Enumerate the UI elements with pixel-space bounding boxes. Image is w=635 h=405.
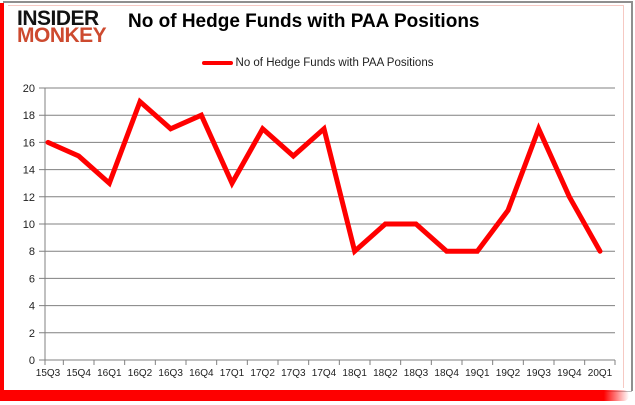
x-tick-label: 18Q2 <box>373 368 398 379</box>
page-title: No of Hedge Funds with PAA Positions <box>128 11 480 32</box>
series-line <box>45 97 603 256</box>
x-tick-label: 18Q1 <box>342 368 367 379</box>
y-tick-label: 4 <box>29 301 35 313</box>
y-tick-label: 8 <box>29 246 35 258</box>
logo-line1: INSIDER <box>17 7 99 30</box>
x-tick-label: 17Q2 <box>250 368 275 379</box>
x-tick-label: 18Q3 <box>404 368 429 379</box>
x-tick-label: 16Q3 <box>158 368 183 379</box>
x-tick-label: 16Q4 <box>189 368 214 379</box>
x-tick-label: 20Q1 <box>588 368 613 379</box>
y-tick-label: 20 <box>23 83 35 95</box>
y-tick-label: 14 <box>23 165 35 177</box>
y-tick-label: 12 <box>23 192 35 204</box>
y-tick-label: 6 <box>29 273 35 285</box>
x-tick-label: 19Q4 <box>557 368 582 379</box>
frame-innerline-right <box>623 6 624 388</box>
accent-bar-bottom <box>0 390 629 401</box>
x-tick-label: 17Q1 <box>220 368 245 379</box>
legend: No of Hedge Funds with PAA Positions <box>0 55 635 71</box>
x-tick-label: 19Q2 <box>496 368 521 379</box>
x-tick-label: 19Q3 <box>526 368 551 379</box>
x-tick-label: 17Q3 <box>281 368 306 379</box>
x-tick-label: 19Q1 <box>465 368 490 379</box>
legend-label: No of Hedge Funds with PAA Positions <box>235 57 434 69</box>
y-tick-label: 16 <box>23 137 35 149</box>
x-tick-label: 15Q4 <box>66 368 91 379</box>
y-tick-label: 2 <box>29 328 35 340</box>
y-tick-label: 18 <box>23 110 35 122</box>
y-tick-label: 10 <box>23 219 35 231</box>
y-tick-label: 0 <box>29 355 35 367</box>
accent-bar-left <box>0 3 4 401</box>
logo-line2: MONKEY <box>17 24 107 47</box>
frame-border-top <box>3 1 633 3</box>
frame-innerline-top <box>8 5 624 6</box>
x-tick-label: 15Q3 <box>36 368 61 379</box>
frame-border-right <box>631 1 633 391</box>
x-tick-label: 17Q4 <box>312 368 337 379</box>
x-tick-label: 18Q4 <box>434 368 459 379</box>
legend-line-swatch <box>201 61 233 65</box>
x-tick-label: 16Q2 <box>128 368 153 379</box>
x-tick-label: 16Q1 <box>97 368 122 379</box>
insider-monkey-logo: INSIDER MONKEY <box>17 7 107 47</box>
